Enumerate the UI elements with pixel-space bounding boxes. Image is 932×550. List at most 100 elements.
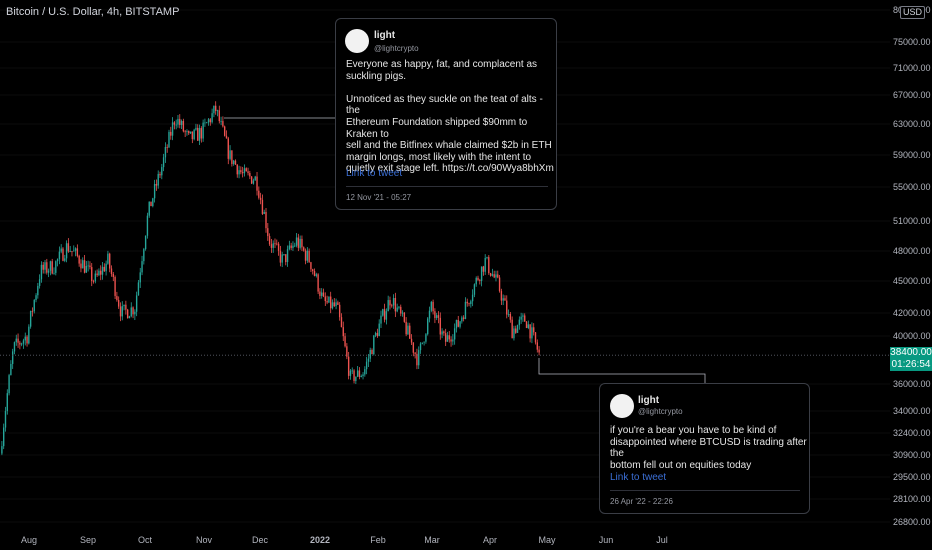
candle-body <box>87 265 89 267</box>
tweet-text: if you're a bear you have to be kind of … <box>610 425 807 471</box>
candle-body <box>101 266 104 275</box>
candle-body <box>351 370 353 372</box>
candle-body <box>285 254 287 263</box>
candle-body <box>387 300 389 312</box>
link-to-tweet[interactable]: Link to tweet <box>346 168 403 179</box>
price-tick-label: 36000.00 <box>893 379 931 389</box>
candle-body <box>103 266 106 272</box>
tweet-author-handle[interactable]: @lightcrypto <box>374 44 419 53</box>
candle-body <box>256 176 258 191</box>
candle-body <box>137 282 140 296</box>
candle-body <box>220 121 222 122</box>
candle-body <box>529 324 531 339</box>
avatar[interactable] <box>345 29 369 53</box>
currency-badge[interactable]: USD <box>900 6 926 19</box>
candle-body <box>297 237 300 248</box>
candle-body <box>533 327 535 333</box>
tweet-card: light @lightcrypto Everyone as happy, fa… <box>335 18 557 210</box>
tweet-author-handle[interactable]: @lightcrypto <box>638 407 683 416</box>
candle-body <box>425 334 427 342</box>
candle-body <box>55 261 57 273</box>
candle-body <box>401 312 404 314</box>
candle-body <box>193 129 195 140</box>
candle-body <box>335 302 337 307</box>
candle-body <box>432 301 434 312</box>
candle-body <box>448 335 450 340</box>
candle-body <box>349 370 352 376</box>
candle-body <box>38 279 41 286</box>
link-to-tweet[interactable]: Link to tweet <box>610 472 667 483</box>
candle-body <box>450 339 452 342</box>
candle-body <box>47 270 50 273</box>
candle-body <box>409 325 411 339</box>
candle-body <box>412 342 415 353</box>
candle-body <box>197 127 199 141</box>
candle-body <box>241 172 244 174</box>
candle-body <box>502 298 504 301</box>
candle-body <box>215 105 217 112</box>
candle-body <box>159 174 161 176</box>
candle-body <box>495 274 497 278</box>
candle-body <box>107 253 109 264</box>
candle-body <box>358 370 361 378</box>
candle-body <box>132 307 134 315</box>
candle-body <box>464 301 467 319</box>
candle-body <box>13 342 16 352</box>
time-tick-label: Jun <box>599 535 614 545</box>
candle-body <box>64 258 66 261</box>
candle-body <box>398 306 400 308</box>
candle-body <box>250 176 253 184</box>
candle-body <box>457 319 459 327</box>
candle-body <box>299 238 301 248</box>
candle-body <box>56 259 59 262</box>
candle-body <box>206 122 208 124</box>
candle-body <box>272 243 274 248</box>
candle-body <box>252 180 255 184</box>
candle-body <box>222 121 224 127</box>
candle-body <box>179 118 181 125</box>
candle-body <box>459 321 461 327</box>
candle-body <box>315 274 318 276</box>
candle-body <box>340 317 343 328</box>
time-tick-label: Mar <box>424 535 440 545</box>
candle-body <box>475 277 477 285</box>
candle-body <box>365 361 368 370</box>
price-tick-label: 63000.00 <box>893 119 931 129</box>
candle-body <box>410 338 413 343</box>
candle-body <box>258 190 260 198</box>
candle-body <box>403 312 406 322</box>
candle-body <box>263 211 265 214</box>
candle-body <box>73 250 75 252</box>
tweet-author-name[interactable]: light <box>638 395 660 406</box>
candle-body <box>353 370 355 382</box>
price-tick-label: 59000.00 <box>893 150 931 160</box>
candle-body <box>200 128 203 139</box>
candle-body <box>267 228 269 237</box>
candle-body <box>416 353 418 366</box>
tweet-author-name[interactable]: light <box>374 30 396 41</box>
candle-body <box>515 328 517 333</box>
candle-body <box>473 284 476 295</box>
candle-body <box>329 296 332 309</box>
candle-body <box>471 294 474 302</box>
candle-body <box>168 131 170 148</box>
candle-body <box>428 310 431 319</box>
candle-body <box>392 297 395 306</box>
candle-body <box>313 271 316 276</box>
candle-body <box>400 306 402 314</box>
candle-body <box>207 119 210 123</box>
candle-body <box>180 120 183 125</box>
avatar[interactable] <box>610 394 634 418</box>
candle-body <box>175 124 177 126</box>
candle-body <box>117 300 120 307</box>
candle-body <box>128 316 131 319</box>
candle-body <box>276 243 278 245</box>
symbol-title[interactable]: Bitcoin / U.S. Dollar, 4h, BITSTAMP <box>6 6 180 18</box>
candle-body <box>493 274 495 278</box>
price-tick-label: 71000.00 <box>893 63 931 73</box>
candle-body <box>10 363 12 376</box>
candle-body <box>461 317 463 322</box>
candle-body <box>89 265 91 268</box>
time-tick-label: 2022 <box>310 535 330 545</box>
candle-body <box>488 257 490 274</box>
